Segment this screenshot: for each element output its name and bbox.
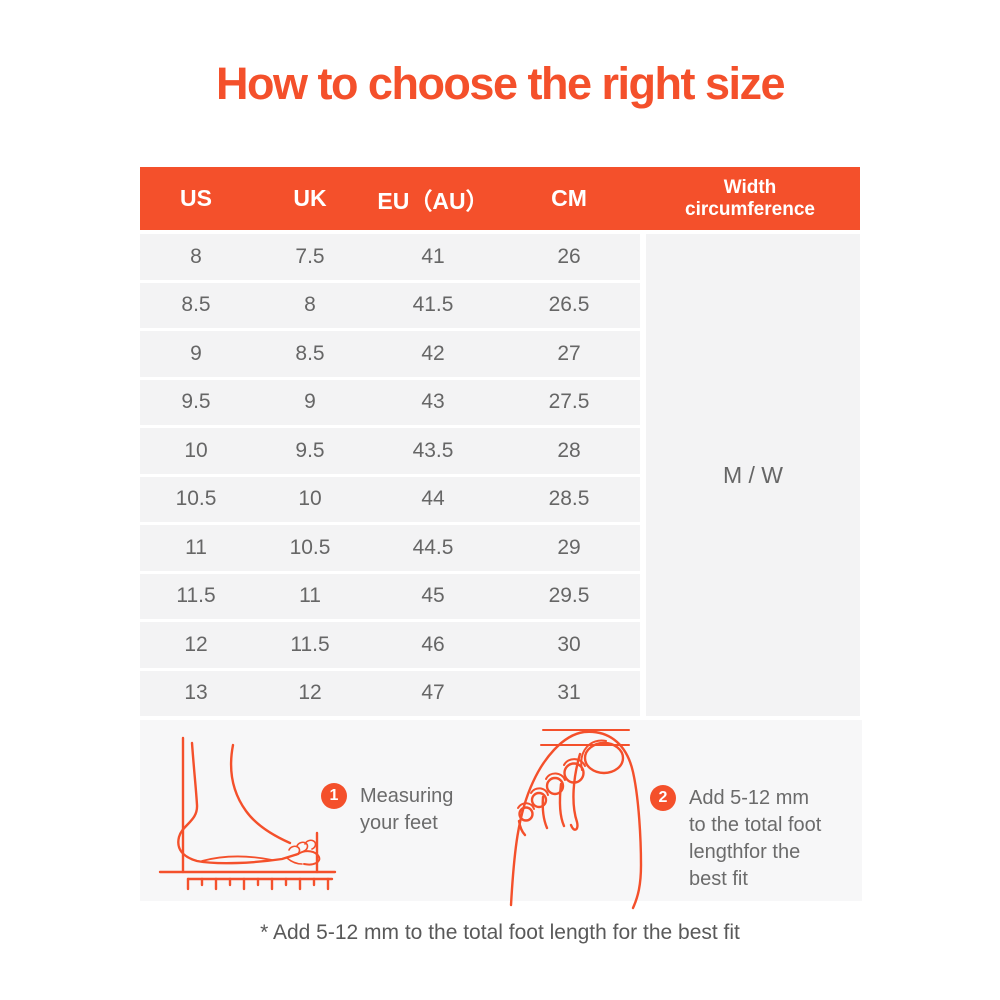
table-cell: 27 [557, 341, 581, 365]
step-1-text: Measuring your feet [360, 785, 454, 834]
table-body: 8 7.5 41 26 8.5 8 41.5 26.5 9 8.5 42 27 [140, 234, 860, 716]
table-row: 8.5 8 41.5 26.5 [140, 282, 640, 328]
table-cell: 43.5 [412, 438, 454, 462]
table-cell: 8 [304, 293, 316, 317]
table-row: 12 11.5 46 30 [140, 622, 640, 668]
table-cell: 10.5 [175, 487, 217, 511]
table-row: 9.5 9 43 27.5 [140, 379, 640, 425]
table-cell: 10.5 [289, 535, 331, 559]
table-row: 11.5 11 45 29.5 [140, 573, 640, 619]
table-row: 13 12 47 31 [140, 670, 640, 716]
step-1: 1 Measuring your feet [321, 783, 460, 837]
page-title: How to choose the right size [215, 58, 786, 109]
table-cell: 11.5 [176, 584, 216, 608]
table-cell: 8.5 [181, 293, 211, 317]
table-cell: 12 [184, 632, 208, 656]
table-header-row: US UK EU（AU） CM Width circumference [140, 167, 860, 230]
table-cell: 8.5 [295, 341, 325, 365]
table-cell: 9.5 [295, 438, 325, 462]
table-cell: 28.5 [548, 487, 590, 511]
table-cell: 47 [421, 681, 445, 705]
step-2-badge: 2 [650, 785, 676, 811]
table-cell: 31 [557, 681, 581, 705]
table-cell: 44.5 [412, 535, 454, 559]
size-rows: 8 7.5 41 26 8.5 8 41.5 26.5 9 8.5 42 27 [140, 234, 640, 716]
table-cell: 45 [421, 584, 445, 608]
table-cell: 9.5 [181, 390, 211, 414]
step-2: 2 Add 5-12 mm to the total foot lengthfo… [650, 785, 829, 893]
table-cell: 44 [421, 487, 445, 511]
step-1-badge: 1 [321, 783, 347, 809]
table-row: 10.5 10 44 28.5 [140, 476, 640, 522]
table-cell: 7.5 [295, 244, 325, 268]
column-header-us: US [180, 185, 212, 211]
table-cell: 9 [190, 341, 202, 365]
table-cell: 29.5 [548, 584, 590, 608]
size-table: US UK EU（AU） CM Width circumference 8 7.… [140, 167, 860, 716]
table-cell: 28 [557, 438, 581, 462]
column-header-cm: CM [551, 185, 587, 211]
table-row: 10 9.5 43.5 28 [140, 428, 640, 474]
table-cell: 13 [184, 681, 208, 705]
table-cell: 12 [298, 681, 322, 705]
table-cell: 43 [421, 390, 445, 414]
table-row: 9 8.5 42 27 [140, 331, 640, 377]
column-header-width-circumference: Width circumference [685, 176, 815, 220]
table-cell: 11 [299, 584, 321, 608]
table-cell: 9 [304, 390, 316, 414]
table-cell: 29 [557, 535, 581, 559]
table-cell: 8 [190, 244, 202, 268]
table-cell: 41.5 [412, 293, 454, 317]
column-header-eu-au: EU（AU） [377, 187, 489, 214]
table-row: 8 7.5 41 26 [140, 234, 640, 280]
foot-side-view-measuring-illustration [150, 733, 345, 895]
table-cell: 10 [298, 487, 322, 511]
table-cell: 42 [421, 341, 445, 365]
table-cell: 10 [184, 438, 208, 462]
foot-top-view-illustration [505, 722, 665, 910]
table-cell: 27.5 [548, 390, 590, 414]
measuring-instructions-panel: 1 Measuring your feet [140, 720, 862, 910]
step-2-text: Add 5-12 mm to the total foot lengthfor … [689, 787, 822, 890]
column-header-uk: UK [293, 185, 327, 211]
table-row: 11 10.5 44.5 29 [140, 525, 640, 571]
table-cell: 11.5 [290, 632, 330, 656]
table-cell: 41 [421, 244, 445, 268]
table-cell: 26.5 [548, 293, 590, 317]
table-cell: 26 [557, 244, 581, 268]
table-cell: 30 [557, 632, 581, 656]
table-cell: 11 [185, 535, 207, 559]
width-circumference-value: M / W [646, 234, 860, 716]
footnote: * Add 5-12 mm to the total foot length f… [260, 921, 740, 944]
table-cell: 46 [421, 632, 445, 656]
